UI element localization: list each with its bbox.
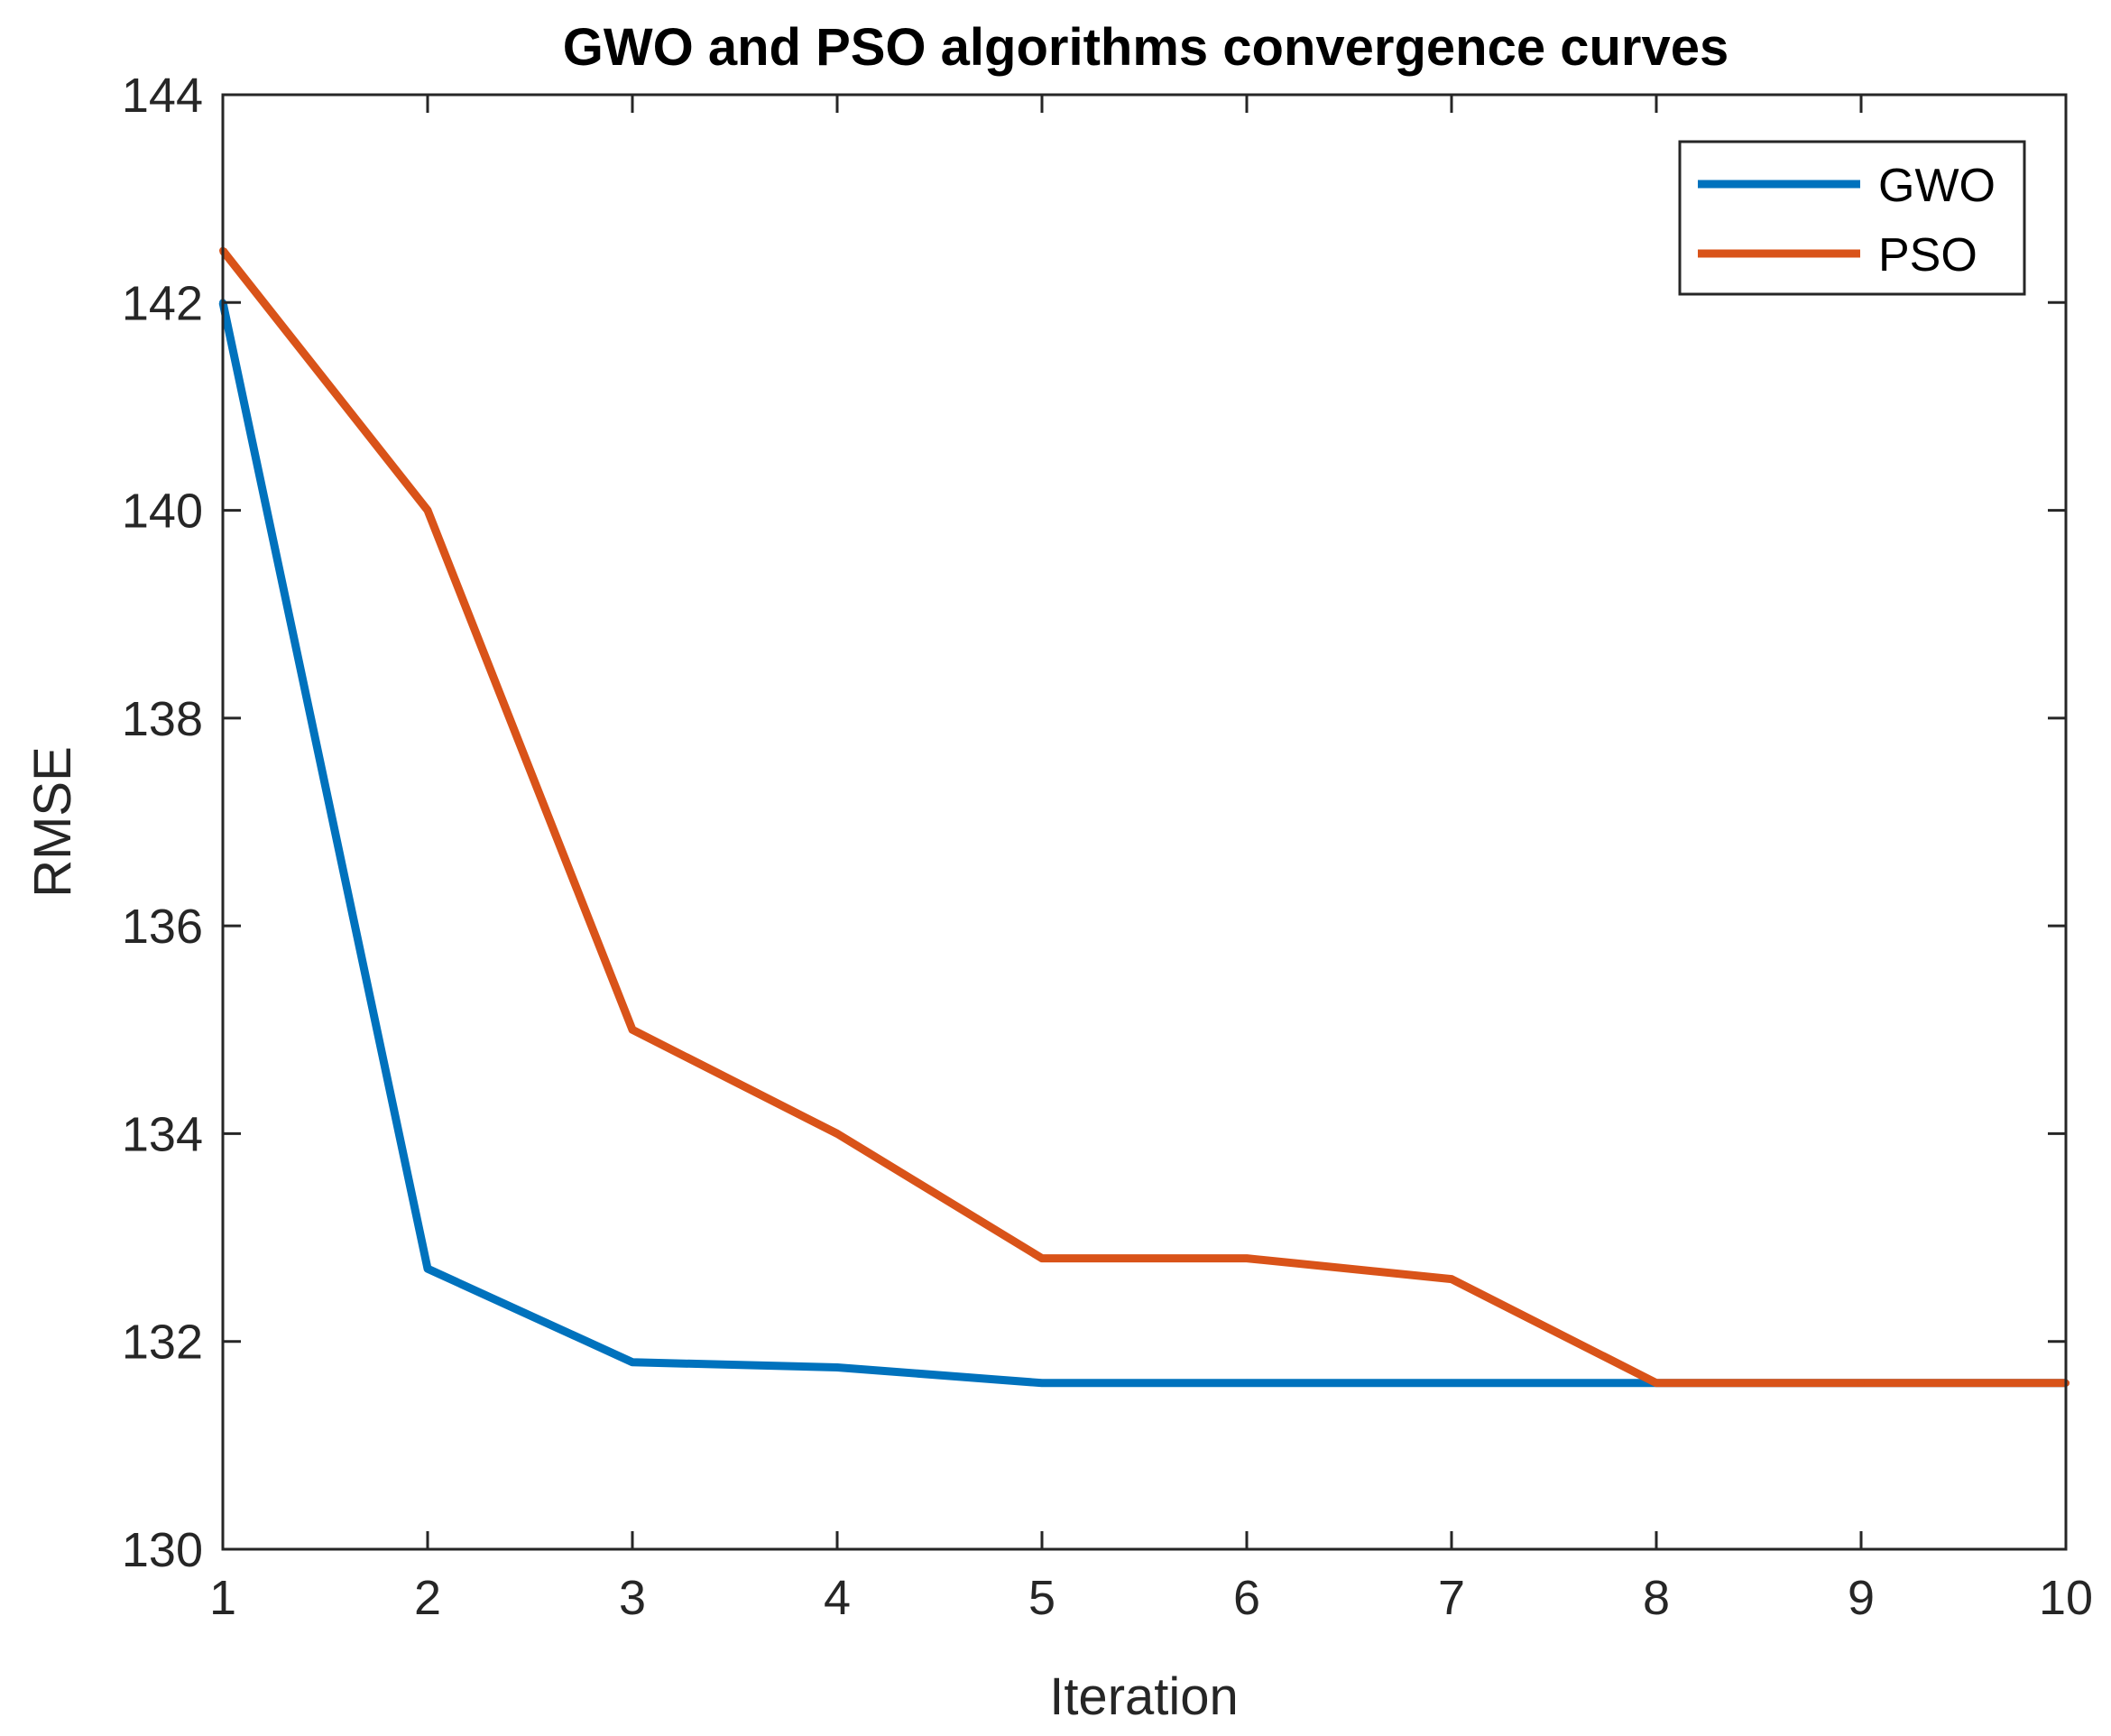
plot-area	[223, 95, 2066, 1549]
data-point-pso-7	[1448, 1275, 1455, 1283]
data-point-gwo-4	[834, 1363, 841, 1371]
y-tick-label-134: 134	[122, 1107, 203, 1161]
ticks-layer: 1 2 3 4 5 6 7 8 9 10 130 132 134 136 138 140 142 144	[122, 69, 2093, 1625]
data-point-pso-2	[424, 506, 431, 514]
data-point-pso-4	[834, 1130, 841, 1138]
series-layer	[218, 246, 2070, 1388]
x-tick-label-7: 7	[1438, 1571, 1465, 1625]
x-tick-label-3: 3	[619, 1571, 646, 1625]
legend-label-gwo: GWO	[1878, 160, 1996, 212]
y-axis-label: RMSE	[23, 746, 82, 898]
axes-layer	[221, 93, 2068, 1551]
data-point-pso-9	[1857, 1379, 1865, 1387]
legend[interactable]: GWO PSO	[1678, 140, 2026, 296]
x-tick-label-10: 10	[2039, 1571, 2093, 1625]
data-point-gwo-6	[1243, 1379, 1250, 1387]
x-tick-label-6: 6	[1233, 1571, 1260, 1625]
x-tick-label-1: 1	[209, 1571, 236, 1625]
y-tick-label-130: 130	[122, 1523, 203, 1577]
data-point-pso-5	[1038, 1254, 1046, 1262]
x-tick-label-5: 5	[1028, 1571, 1056, 1625]
data-point-gwo-5	[1038, 1379, 1046, 1387]
y-tick-label-136: 136	[122, 900, 203, 954]
x-tick-label-4: 4	[824, 1571, 851, 1625]
series-line-pso	[219, 247, 2066, 1388]
y-tick-label-144: 144	[122, 69, 203, 123]
data-point-pso-8	[1653, 1379, 1660, 1387]
x-tick-label-9: 9	[1848, 1571, 1875, 1625]
y-tick-label-132: 132	[122, 1316, 203, 1370]
data-point-pso-3	[629, 1026, 636, 1034]
x-tick-label-2: 2	[414, 1571, 441, 1625]
data-point-gwo-2	[424, 1265, 431, 1273]
legend-label-pso: PSO	[1878, 229, 1977, 282]
legend-box	[1678, 140, 2026, 296]
data-point-gwo-3	[629, 1358, 636, 1366]
chart-title: GWO and PSO algorithms convergence curve…	[563, 18, 1728, 77]
x-tick-label-8: 8	[1643, 1571, 1670, 1625]
x-axis-label: Iteration	[1049, 1667, 1239, 1726]
y-tick-label-138: 138	[122, 692, 203, 746]
y-tick-label-140: 140	[122, 485, 203, 539]
y-tick-label-142: 142	[122, 276, 203, 330]
data-point-pso-6	[1243, 1254, 1250, 1262]
plot-frame	[221, 93, 2068, 1551]
data-point-gwo-7	[1448, 1379, 1455, 1387]
